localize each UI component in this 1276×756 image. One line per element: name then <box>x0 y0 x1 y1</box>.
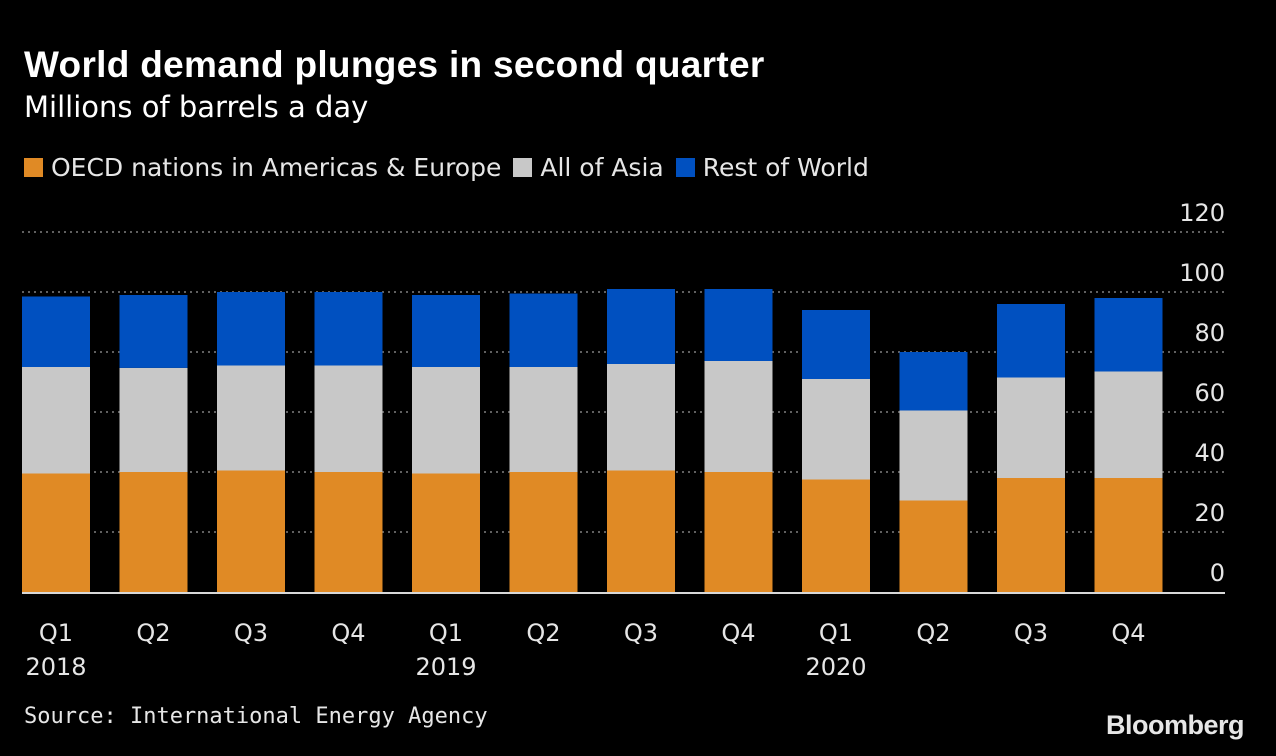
legend-swatch-asia <box>513 158 533 177</box>
bar-segment-asia <box>1094 371 1163 478</box>
bar-segment-rest <box>802 310 870 379</box>
x-tick-label: Q2 <box>136 619 170 647</box>
legend-item-rest: Rest of World <box>675 153 869 182</box>
bar-segment-rest <box>1094 298 1163 372</box>
bar-segment-rest <box>22 296 90 367</box>
bar-segment-oecd <box>704 472 773 592</box>
bar-segment-oecd <box>119 472 188 592</box>
y-tick-label: 0 <box>1210 559 1225 587</box>
x-tick-label: Q4 <box>1111 619 1145 647</box>
legend-label-oecd: OECD nations in Americas & Europe <box>51 153 502 182</box>
legend-swatch-oecd <box>24 158 43 177</box>
bar-segment-asia <box>607 364 675 471</box>
y-tick-label: 120 <box>1179 199 1225 227</box>
y-tick-label: 100 <box>1179 259 1225 287</box>
bar-segment-rest <box>899 352 968 411</box>
bar-segment-rest <box>997 304 1065 378</box>
x-year-label: 2020 <box>805 653 866 681</box>
bar-segment-asia <box>412 367 480 474</box>
x-year-label: 2019 <box>415 653 476 681</box>
legend-label-rest: Rest of World <box>702 153 869 182</box>
x-tick-label: Q1 <box>819 619 853 647</box>
bar-segment-oecd <box>802 479 870 592</box>
bar-segment-rest <box>314 292 383 366</box>
bar-segment-oecd <box>22 473 90 592</box>
legend-label-asia: All of Asia <box>540 153 664 182</box>
legend-swatch-rest <box>675 158 695 177</box>
bar-segment-asia <box>217 365 285 471</box>
bar-segment-rest <box>704 289 773 361</box>
bar-segment-oecd <box>997 478 1065 592</box>
x-tick-label: Q3 <box>624 619 658 647</box>
y-tick-label: 80 <box>1194 319 1225 347</box>
bar-segment-oecd <box>1094 478 1163 592</box>
bar-segment-rest <box>607 289 675 364</box>
brand-logo: Bloomberg <box>1105 710 1245 740</box>
x-tick-label: Q3 <box>234 619 268 647</box>
bar-segment-oecd <box>899 500 968 592</box>
bar-segment-asia <box>899 410 968 501</box>
y-tick-label: 60 <box>1194 379 1225 407</box>
x-tick-label: Q1 <box>39 619 73 647</box>
bar-segment-oecd <box>217 470 285 592</box>
chart-title: World demand plunges in second quarter <box>24 44 765 85</box>
bar-segment-asia <box>704 361 773 472</box>
legend-item-oecd: OECD nations in Americas & Europe <box>24 153 501 182</box>
bar-segment-oecd <box>607 470 675 592</box>
bar-segment-asia <box>314 365 383 472</box>
bar-segment-asia <box>802 379 870 480</box>
chart-legend: OECD nations in Americas & Europe All of… <box>24 153 881 182</box>
bar-segment-oecd <box>314 472 383 592</box>
bar-segment-rest <box>509 293 578 367</box>
bar-segment-asia <box>22 367 90 474</box>
bar-segment-rest <box>119 295 188 368</box>
y-tick-label: 40 <box>1194 439 1225 467</box>
x-tick-label: Q3 <box>1014 619 1048 647</box>
x-tick-label: Q4 <box>331 619 365 647</box>
bar-segment-oecd <box>412 473 480 592</box>
bar-segment-rest <box>412 295 480 367</box>
bar-segment-asia <box>997 377 1065 478</box>
bar-segment-rest <box>217 292 285 366</box>
y-tick-label: 20 <box>1194 499 1225 527</box>
bar-segment-oecd <box>509 472 578 592</box>
x-tick-label: Q1 <box>429 619 463 647</box>
source-note: Source: International Energy Agency <box>24 704 488 729</box>
x-tick-label: Q2 <box>916 619 950 647</box>
legend-item-asia: All of Asia <box>513 153 664 182</box>
x-year-label: 2018 <box>25 653 86 681</box>
bar-segment-asia <box>119 367 188 472</box>
bar-segment-asia <box>509 367 578 472</box>
x-tick-label: Q2 <box>526 619 560 647</box>
x-tick-label: Q4 <box>721 619 755 647</box>
chart-subtitle: Millions of barrels a day <box>24 90 369 124</box>
